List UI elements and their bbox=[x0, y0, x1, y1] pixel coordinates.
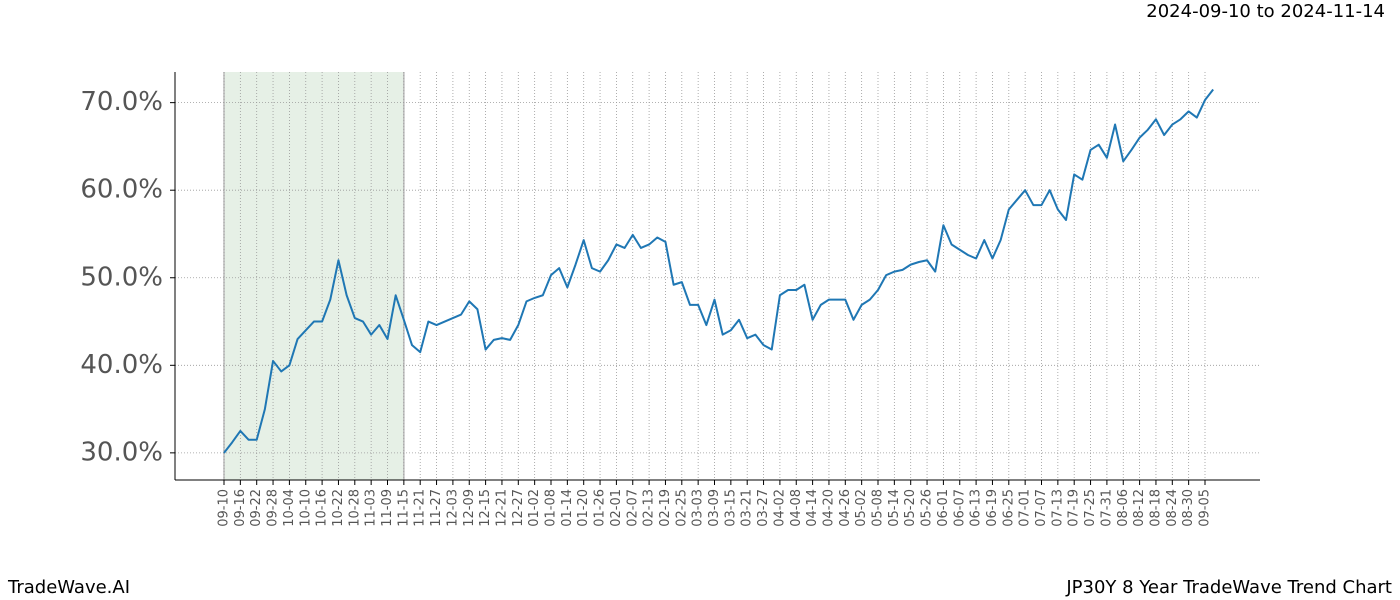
x-tick-label: 10-04 bbox=[282, 489, 297, 527]
x-tick-label: 02-13 bbox=[642, 489, 657, 527]
x-tick-label: 12-21 bbox=[494, 489, 509, 527]
x-tick-label: 05-26 bbox=[920, 489, 935, 527]
x-tick-label: 07-07 bbox=[1034, 489, 1049, 527]
x-tick-label: 05-20 bbox=[903, 489, 918, 527]
chart-subtitle: 2024-09-10 to 2024-11-14 bbox=[1146, 1, 1385, 22]
x-tick-label: 03-09 bbox=[707, 489, 722, 527]
x-tick-label: 05-08 bbox=[871, 489, 886, 527]
x-tick-label: 06-01 bbox=[936, 489, 951, 527]
x-tick-label: 09-28 bbox=[266, 489, 281, 527]
x-tick-label: 04-20 bbox=[821, 489, 836, 527]
x-tick-label: 08-24 bbox=[1165, 489, 1180, 527]
x-tick-label: 09-10 bbox=[217, 489, 232, 527]
x-tick-label: 12-15 bbox=[478, 489, 493, 527]
y-tick-label: 50.0% bbox=[80, 262, 163, 292]
x-tick-label: 07-13 bbox=[1050, 489, 1065, 527]
x-tick-label: 12-09 bbox=[462, 489, 477, 527]
y-tick-label: 70.0% bbox=[80, 87, 163, 117]
x-tick-label: 02-25 bbox=[674, 489, 689, 527]
y-tick-label: 60.0% bbox=[80, 175, 163, 205]
x-tick-label: 11-15 bbox=[396, 489, 411, 527]
x-tick-label: 11-21 bbox=[413, 489, 428, 527]
x-tick-label: 06-13 bbox=[969, 489, 984, 527]
x-tick-label: 04-08 bbox=[789, 489, 804, 527]
x-tick-label: 06-19 bbox=[985, 489, 1000, 527]
x-tick-label: 03-27 bbox=[756, 489, 771, 527]
x-tick-label: 03-21 bbox=[740, 489, 755, 527]
x-tick-label: 10-10 bbox=[298, 489, 313, 527]
x-tick-label: 10-22 bbox=[331, 489, 346, 527]
x-tick-label: 01-14 bbox=[560, 489, 575, 527]
x-tick-label: 01-26 bbox=[593, 489, 608, 527]
x-tick-label: 06-07 bbox=[952, 489, 967, 527]
x-tick-label: 05-02 bbox=[854, 489, 869, 527]
x-tick-label: 04-02 bbox=[772, 489, 787, 527]
x-tick-label: 09-05 bbox=[1198, 489, 1213, 527]
chart-title: JP30Y 8 Year TradeWave Trend Chart bbox=[1065, 577, 1392, 598]
x-tick-label: 02-01 bbox=[609, 489, 624, 527]
x-tick-label: 11-09 bbox=[380, 489, 395, 527]
data-line bbox=[223, 88, 1214, 454]
x-tick-label: 03-15 bbox=[723, 489, 738, 527]
x-tick-label: 02-07 bbox=[625, 489, 640, 527]
x-tick-label: 08-06 bbox=[1116, 489, 1131, 527]
x-tick-label: 01-20 bbox=[576, 489, 591, 527]
x-tick-label: 10-16 bbox=[315, 489, 330, 527]
x-tick-label: 04-26 bbox=[838, 489, 853, 527]
x-tick-label: 09-22 bbox=[249, 489, 264, 527]
x-tick-label: 07-25 bbox=[1083, 489, 1098, 527]
watermark: TradeWave.AI bbox=[7, 577, 130, 598]
x-tick-label: 05-14 bbox=[887, 489, 902, 527]
x-tick-label: 11-27 bbox=[429, 489, 444, 527]
x-tick-label: 04-14 bbox=[805, 489, 820, 527]
y-tick-label: 40.0% bbox=[80, 350, 163, 380]
x-tick-label: 02-19 bbox=[658, 489, 673, 527]
x-tick-label: 07-31 bbox=[1099, 489, 1114, 527]
x-tick-label: 10-28 bbox=[347, 489, 362, 527]
x-tick-label: 08-30 bbox=[1181, 489, 1196, 527]
x-tick-label: 12-27 bbox=[511, 489, 526, 527]
x-tick-label: 08-12 bbox=[1132, 489, 1147, 527]
y-tick-label: 30.0% bbox=[80, 437, 163, 467]
x-tick-label: 11-03 bbox=[364, 489, 379, 527]
x-tick-label: 03-03 bbox=[691, 489, 706, 527]
x-tick-label: 01-02 bbox=[527, 489, 542, 527]
x-tick-label: 12-03 bbox=[445, 489, 460, 527]
x-tick-label: 06-25 bbox=[1001, 489, 1016, 527]
highlight-band bbox=[224, 72, 404, 480]
x-tick-label: 07-01 bbox=[1018, 489, 1033, 527]
x-tick-label: 01-08 bbox=[544, 489, 559, 527]
x-tick-label: 07-19 bbox=[1067, 489, 1082, 527]
x-tick-label: 09-16 bbox=[233, 489, 248, 527]
x-tick-label: 08-18 bbox=[1148, 489, 1163, 527]
